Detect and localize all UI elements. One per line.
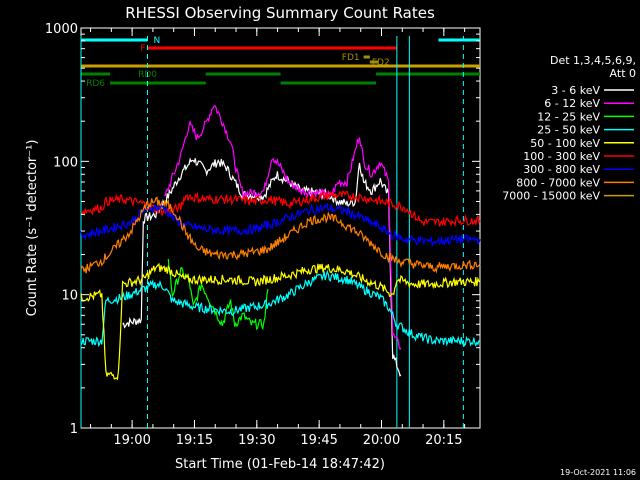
x-tick-label: 20:00	[363, 433, 400, 448]
x-tick-label: 19:30	[238, 433, 275, 448]
series-line	[80, 196, 481, 274]
y-tick-label: 1000	[45, 22, 78, 37]
series-line	[80, 262, 481, 381]
legend-label: 12 - 25 keV	[537, 110, 600, 123]
y-tick-label: 100	[53, 155, 78, 170]
x-tick-label: 20:15	[425, 433, 462, 448]
series-line	[80, 190, 481, 228]
chart-title: RHESSI Observing Summary Count Rates	[125, 4, 435, 22]
annotation-label: RD6	[86, 79, 105, 89]
legend-header: Det 1,3,4,5,6,9,	[550, 54, 636, 67]
series-line	[80, 269, 481, 348]
series-layer	[80, 105, 481, 381]
timestamp: 19-Oct-2021 11:06	[560, 468, 636, 477]
annotation-label: FD1	[342, 53, 360, 63]
legend-label: 3 - 6 keV	[551, 84, 600, 97]
annotation-label: F	[140, 44, 145, 54]
legend-label: 800 - 7000 keV	[516, 176, 600, 189]
annotation-label: N	[154, 36, 161, 46]
legend-label: 25 - 50 keV	[537, 124, 600, 137]
x-tick-label: 19:45	[300, 433, 337, 448]
x-axis-label: Start Time (01-Feb-14 18:47:42)	[175, 457, 385, 472]
y-axis-label: Count Rate (s⁻¹ detector⁻¹)	[25, 140, 40, 317]
annotation-label: FD2	[372, 58, 390, 68]
x-tick-label: 19:15	[176, 433, 213, 448]
legend-label: 300 - 800 keV	[523, 163, 600, 176]
legend-label: 100 - 300 keV	[523, 150, 600, 163]
x-tick-label: 19:00	[113, 433, 150, 448]
y-tick-label: 10	[61, 289, 78, 304]
axes: 19:00 19:15 19:30 19:45 20:00 20:15 1 10 100 1000	[45, 22, 480, 448]
legend-label: 6 - 12 keV	[544, 97, 600, 110]
y-tick-label: 1	[70, 422, 78, 437]
series-line	[164, 105, 402, 351]
legend-label: 50 - 100 keV	[530, 137, 600, 150]
series-line	[122, 157, 402, 377]
series-line	[80, 201, 481, 248]
legend-header: Att 0	[610, 67, 636, 80]
legend-label: 7000 - 15000 keV	[502, 190, 600, 203]
